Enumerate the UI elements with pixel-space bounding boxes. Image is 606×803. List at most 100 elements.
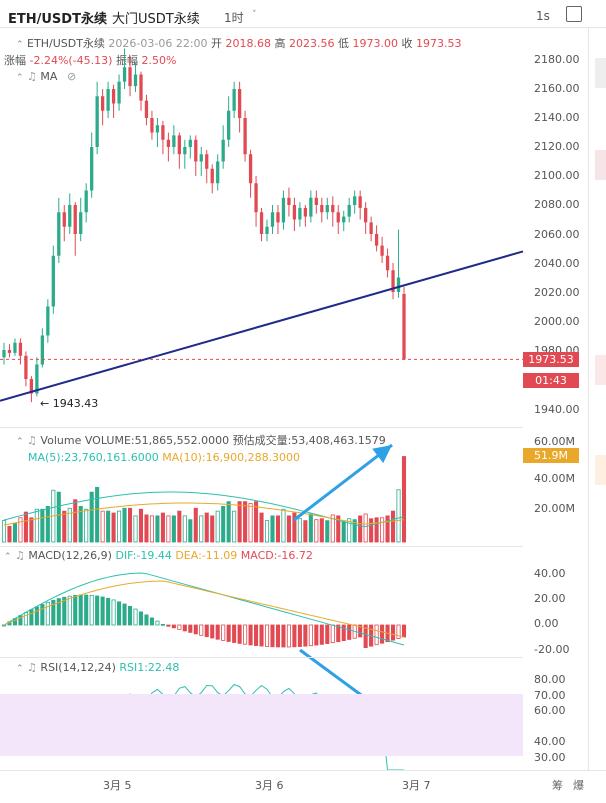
macd-bar [160,623,165,626]
collapse-chevron-icon[interactable]: ⌃ [16,40,24,50]
volume-bar [106,510,111,543]
candle-body [100,96,105,111]
macd-bar [336,624,341,643]
macd-bar [270,624,275,648]
fullscreen-icon[interactable] [566,6,582,22]
bell-icon[interactable]: ♫ [15,549,25,562]
macd-dea-line [3,580,405,638]
amp-value: 2.50% [141,54,177,67]
macd-bar [358,624,363,638]
candle-body [73,205,77,234]
collapse-chevron-icon[interactable]: ⌃ [4,552,12,562]
rsi-title[interactable]: RSI(14,12,24) [40,661,116,674]
macd-bar [226,624,231,642]
volume-title[interactable]: Volume [40,434,82,447]
macd-bar [204,624,209,638]
eye-off-icon[interactable]: ⊘ [66,70,77,83]
candle-body [336,212,340,223]
chip-distribution-button[interactable]: 筹 [552,779,563,792]
collapse-chevron-icon[interactable]: ⌃ [16,73,24,83]
macd-bar [127,606,133,626]
volume-bar [7,525,12,543]
ma-label[interactable]: MA [40,70,58,83]
candle-body [237,89,242,118]
candle-body [57,212,61,256]
volume-bar [182,515,187,543]
macd-bar [286,624,291,648]
chart-header: ETH/USDT永续 大门USDT永续 1时 ˅ 1s [0,0,606,28]
macd-bar [275,624,281,648]
rsi-tick: 70.00 [534,689,566,702]
macd-bar [292,624,297,648]
candle-body [24,355,28,379]
collapse-chevron-icon[interactable]: ⌃ [16,437,24,447]
candle-body [287,197,291,205]
volume-bar [29,517,34,543]
macd-bar [67,595,72,626]
candle-body [194,139,198,162]
chevron-down-icon[interactable]: ˅ [252,10,257,20]
volume-bar [177,510,182,543]
volume-bar [221,505,226,543]
macd-bar [78,594,83,626]
volume-bar [56,491,61,543]
candle-body [183,147,187,155]
candle-body [402,293,406,360]
volume-bar [166,515,171,543]
volume-bar [308,513,313,543]
candle-body [68,205,72,227]
price-tick: 1940.00 [534,403,580,416]
macd-title[interactable]: MACD(12,26,9) [28,549,112,562]
volume-bar [160,512,165,543]
macd-bar [23,612,28,626]
side-handle[interactable] [595,355,606,385]
macd-bar [56,598,61,626]
candle-body [270,212,275,227]
candle-body [276,212,280,223]
interval-right[interactable]: 1s [536,9,550,23]
macd-bar [111,599,116,626]
volume-tick: 40.00M [534,472,575,485]
macd-title-line: ⌃ ♫ MACD(12,26,9) DIF:-19.44 DEA:-11.09 … [4,549,313,562]
volume-bar [18,517,23,543]
macd-bar [374,624,379,646]
volume-bar [62,510,67,543]
side-handle[interactable] [595,58,606,88]
volume-bars [1,456,407,543]
amp-label: 振幅 [115,54,138,67]
candle-body [265,226,269,234]
candle-body [254,183,258,213]
side-handle[interactable] [595,150,606,180]
interval-selector[interactable]: 1时 [224,11,244,25]
macd-divider [0,546,523,547]
volume-ma10: MA(10):16,900,288.3000 [162,451,301,464]
collapse-chevron-icon[interactable]: ⌃ [16,664,24,674]
volume-bar [155,515,160,543]
macd-bar [254,624,259,646]
candle-body [106,89,110,111]
bell-icon[interactable]: ♫ [27,434,37,447]
macd-bar [95,595,100,626]
side-handle[interactable] [595,455,606,485]
macd-bar [133,608,138,626]
macd-bar [29,609,34,626]
candle-body [281,197,286,223]
volume-value: VOLUME:51,865,552.0000 [84,434,230,447]
candle-body [347,205,351,217]
macd-bar [210,624,215,639]
volume-bar [264,520,270,543]
symbol-title[interactable]: ETH/USDT永续 [8,12,107,27]
candle-body [396,277,401,292]
volume-bar [254,501,259,543]
candle-body [369,222,373,234]
macd-bar [84,594,89,626]
candle-body [309,197,313,217]
header-divider [0,27,606,28]
bell-icon[interactable]: ♫ [27,70,37,83]
volume-bar [144,514,149,543]
change-label: 涨幅 [4,54,26,67]
liquidation-button[interactable]: 爆 [573,779,584,792]
bell-icon[interactable]: ♫ [27,661,37,674]
rsi-band [0,694,523,756]
volume-bar [100,510,105,543]
